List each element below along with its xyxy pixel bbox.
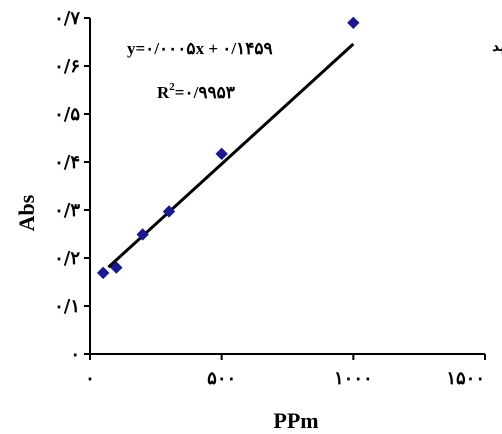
r-squared-label: R2=۰/۹۹۵۳ [157,81,235,102]
data-points [96,16,360,280]
trendline [107,42,355,269]
y-tick-label: ۰/۷ [54,8,80,29]
y-axis: ۰ ۰/۱ ۰/۲ ۰/۳ ۰/۴ ۰/۵ ۰/۶ ۰/۷ [54,8,91,365]
y-tick-label: ۰/۱ [54,296,80,317]
data-point [136,228,149,241]
x-tick-label: ۵۰۰ [207,368,236,389]
trendline-equation: y=۰/۰۰۰۵x + ۰/۱۴۵۹ [127,39,273,58]
y-tick-label: ۰/۳ [54,200,80,221]
y-tick-label: ۰ [70,344,80,365]
legend-label: گالیک اسید [492,38,502,55]
trendline-group [107,42,355,269]
data-point [162,205,176,218]
x-tick-label: ۰ [85,368,95,389]
y-tick-label: ۰/۲ [54,248,80,269]
y-tick-label: ۰/۵ [54,104,80,125]
y-tick-label: ۰/۴ [54,152,80,173]
y-tick-label: ۰/۶ [54,56,80,77]
data-point [215,147,228,161]
data-point [110,261,123,274]
x-tick-label: ۱۰۰۰ [334,368,373,389]
x-tick-label: ۱۵۰۰ [446,368,485,389]
data-point [96,266,110,280]
x-axis-title: PPm [273,408,318,433]
x-axis: ۰ ۵۰۰ ۱۰۰۰ ۱۵۰۰ [85,353,486,389]
y-axis-title: Abs [14,194,39,231]
data-point [347,16,360,30]
